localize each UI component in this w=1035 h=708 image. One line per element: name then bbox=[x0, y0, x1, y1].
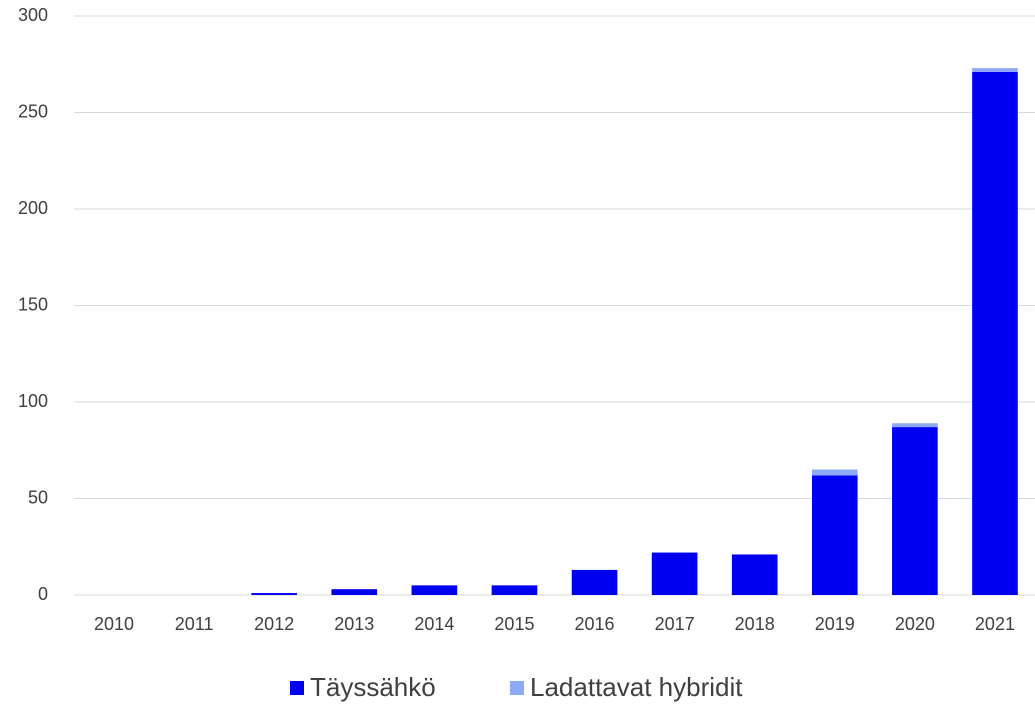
x-tick-label: 2018 bbox=[735, 614, 775, 634]
bar-segment bbox=[811, 475, 858, 595]
bar-segment bbox=[892, 423, 938, 428]
bar-segment bbox=[251, 593, 298, 595]
y-tick-label: 300 bbox=[18, 5, 48, 25]
legend-label: Ladattavat hybridit bbox=[530, 672, 743, 702]
bar-segment bbox=[411, 585, 458, 595]
bar-segment bbox=[331, 589, 378, 595]
bar-segment bbox=[972, 71, 1018, 596]
legend-swatch bbox=[510, 681, 524, 695]
x-tick-label: 2019 bbox=[815, 614, 855, 634]
bar-segment bbox=[651, 552, 698, 595]
legend-swatch bbox=[290, 681, 304, 695]
y-tick-label: 0 bbox=[38, 584, 48, 604]
bar-segment bbox=[571, 569, 618, 595]
x-tick-label: 2010 bbox=[94, 614, 134, 634]
y-tick-label: 100 bbox=[18, 391, 48, 411]
y-tick-label: 50 bbox=[28, 487, 48, 507]
y-tick-label: 150 bbox=[18, 294, 48, 314]
bar-segment bbox=[491, 585, 538, 595]
bar-segment bbox=[892, 427, 938, 595]
x-tick-label: 2016 bbox=[575, 614, 615, 634]
y-tick-label: 200 bbox=[18, 198, 48, 218]
x-tick-label: 2017 bbox=[655, 614, 695, 634]
x-tick-label: 2020 bbox=[895, 614, 935, 634]
x-tick-label: 2015 bbox=[494, 614, 534, 634]
x-tick-label: 2014 bbox=[414, 614, 454, 634]
y-tick-label: 250 bbox=[18, 101, 48, 121]
x-tick-label: 2021 bbox=[975, 614, 1015, 634]
bar-segment bbox=[811, 469, 858, 476]
x-tick-label: 2013 bbox=[334, 614, 374, 634]
legend-label: Täyssähkö bbox=[310, 672, 436, 702]
bar-segment bbox=[972, 68, 1018, 72]
x-tick-label: 2011 bbox=[175, 614, 214, 634]
x-tick-label: 2012 bbox=[254, 614, 294, 634]
bar-segment bbox=[731, 554, 778, 595]
